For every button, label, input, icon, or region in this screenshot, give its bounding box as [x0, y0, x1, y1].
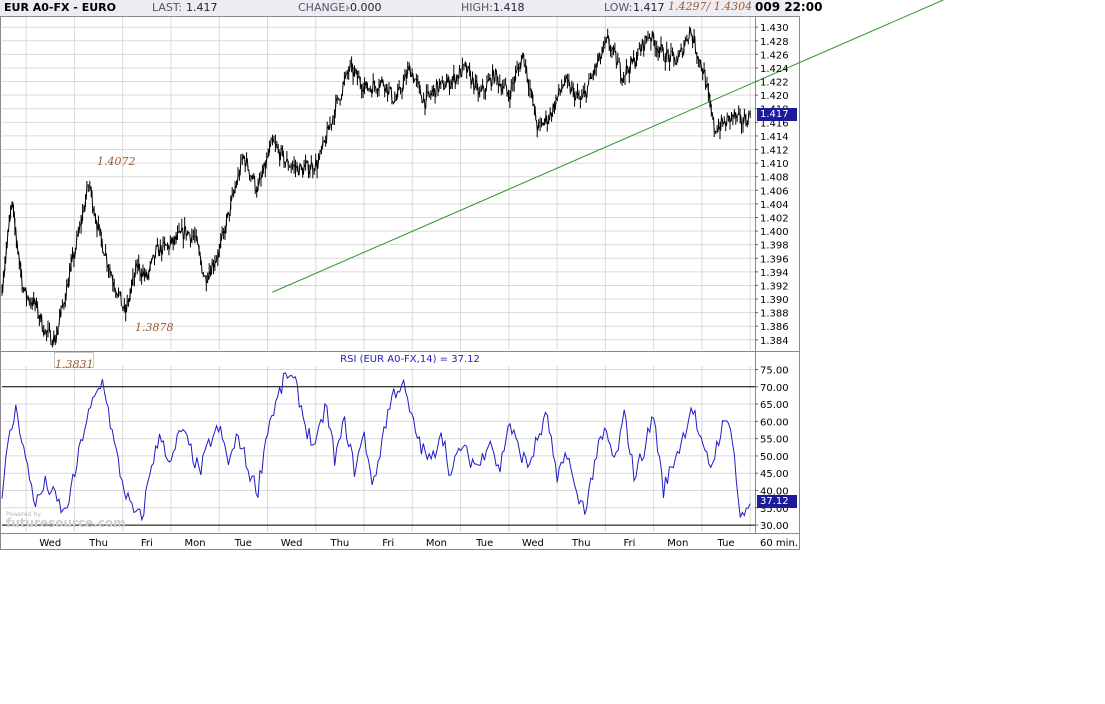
- panel-frames: [0, 16, 800, 550]
- price-tick-label: 1.400: [760, 227, 789, 238]
- price-tick-label: 1.430: [760, 23, 789, 34]
- x-tick-label: Thu: [88, 538, 108, 549]
- trendline: [272, 0, 944, 293]
- x-tick-label: Wed: [522, 538, 544, 549]
- rsi-tick-label: 40.00: [760, 487, 789, 498]
- price-tick-label: 1.386: [760, 322, 789, 333]
- rsi-grid: [2, 366, 755, 532]
- price-tick-label: 1.408: [760, 173, 789, 184]
- rsi-tick-label: 35.00: [760, 504, 789, 515]
- price-tick-label: 1.412: [760, 146, 789, 157]
- last-label: LAST:: [152, 1, 183, 14]
- high-value: 1.418: [493, 1, 525, 14]
- price-tick-label: 1.410: [760, 159, 789, 170]
- x-tick-label: Tue: [234, 538, 252, 549]
- watermark: futuresource.com: [6, 516, 126, 530]
- x-tick-label: Thu: [329, 538, 349, 549]
- timestamp: 009 22:00: [755, 0, 823, 14]
- price-tick-label: 1.392: [760, 281, 789, 292]
- price-tick-label: 1.406: [760, 186, 789, 197]
- rsi-tick-label: 70.00: [760, 383, 789, 394]
- annotation-low: 1.3878: [135, 321, 174, 334]
- rsi-tick-label: 50.00: [760, 452, 789, 463]
- price-tick-label: 1.424: [760, 64, 789, 75]
- price-tick-label: 1.402: [760, 213, 789, 224]
- low-value: 1.417: [633, 1, 665, 14]
- price-tick-label: 1.388: [760, 309, 789, 320]
- x-tick-label: Fri: [624, 538, 636, 549]
- x-tick-label: Tue: [475, 538, 493, 549]
- price-tick-label: 1.414: [760, 132, 789, 143]
- last-value: 1.417: [186, 1, 218, 14]
- change-value: -0.000: [346, 1, 382, 14]
- price-tick-label: 1.420: [760, 91, 789, 102]
- trendline-layer: [272, 0, 944, 293]
- rsi-badge-value: 37.12: [760, 496, 789, 507]
- change-label: CHANGE:: [298, 1, 349, 14]
- price-series: [1, 26, 751, 348]
- x-axis: Wed Thu Fri Mon Tue Wed Thu Fri Mon Tue Wed Thu Fri M…: [39, 538, 734, 549]
- rsi-tick-label: 60.00: [760, 417, 789, 428]
- x-tick-label: Wed: [39, 538, 61, 549]
- rsi-badge: 37.12: [757, 495, 797, 508]
- price-tick-label: 1.422: [760, 78, 789, 89]
- annotation-high: 1.4072: [97, 155, 136, 168]
- price-tick-label: 1.384: [760, 336, 789, 347]
- price-tick-label: 1.428: [760, 37, 789, 48]
- x-tick-label: Wed: [281, 538, 303, 549]
- price-tick-label: 1.416: [760, 118, 789, 129]
- x-tick-label: Mon: [185, 538, 206, 549]
- rsi-tick-label: 75.00: [760, 365, 789, 376]
- rsi-tick-label: 30.00: [760, 521, 789, 532]
- rsi-series: [1, 372, 751, 522]
- rsi-tick-label: 55.00: [760, 435, 789, 446]
- price-layer: [1, 26, 751, 348]
- price-badge-value: 1.417: [760, 109, 789, 120]
- symbol-title: EUR A0-FX - EURO: [4, 1, 116, 14]
- low-label: LOW:: [604, 1, 633, 14]
- price-tick-label: 1.426: [760, 50, 789, 61]
- x-tick-label: Tue: [716, 538, 734, 549]
- x-tick-label: Fri: [141, 538, 153, 549]
- interval-label: 60 min.: [760, 538, 798, 549]
- x-tick-label: Mon: [667, 538, 688, 549]
- price-tick-label: 1.404: [760, 200, 789, 211]
- annotation-low-box: 1.3831: [54, 352, 94, 371]
- fib-annotation: 1.4297/ 1.4304: [668, 0, 753, 13]
- price-grid: [2, 17, 755, 350]
- outer-frame: [0, 16, 800, 550]
- rsi-layer: [1, 372, 751, 522]
- price-tick-label: 1.394: [760, 268, 789, 279]
- price-tick-label: 1.396: [760, 254, 789, 265]
- watermark-small: Powered by: [6, 511, 41, 518]
- price-tick-label: 1.390: [760, 295, 789, 306]
- x-tick-label: Mon: [426, 538, 447, 549]
- rsi-tick-label: 65.00: [760, 400, 789, 411]
- x-tick-label: Thu: [571, 538, 591, 549]
- price-badge: 1.417: [757, 108, 797, 121]
- price-y-axis: 1.384 1.386 1.388 1.390 1.392 1.394 1.396 1.398…: [755, 23, 789, 347]
- rsi-title: RSI (EUR A0-FX,14) = 37.12: [340, 354, 480, 365]
- annotation-low-extreme: 1.3831: [55, 358, 94, 371]
- quote-header: EUR A0-FX - EURO LAST: 1.417 CHANGE: -0.…: [0, 0, 757, 17]
- price-tick-label: 1.398: [760, 241, 789, 252]
- high-label: HIGH:: [461, 1, 494, 14]
- x-tick-label: Fri: [382, 538, 394, 549]
- rsi-tick-label: 45.00: [760, 469, 789, 480]
